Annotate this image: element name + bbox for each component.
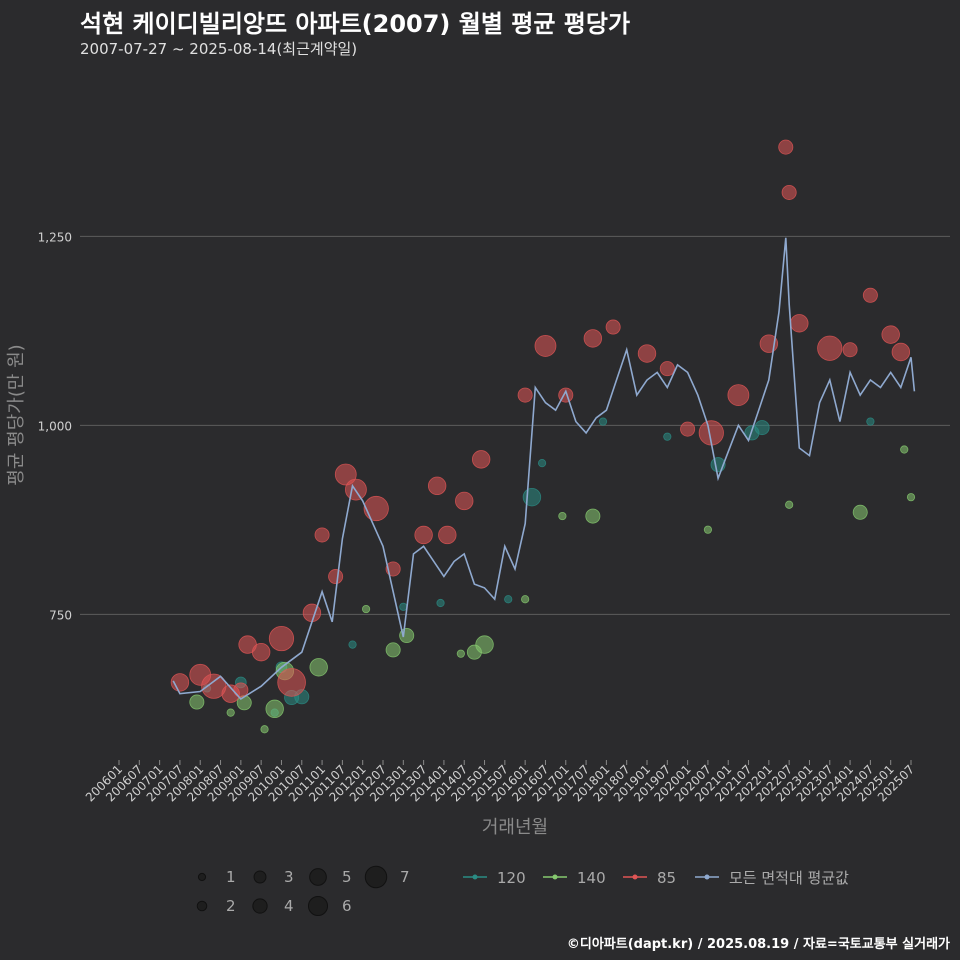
size-legend-key <box>252 898 268 914</box>
y-tick-label: 1,000 <box>38 419 72 433</box>
point-85 <box>328 569 344 585</box>
point-120 <box>348 640 357 649</box>
size-legend-label: 6 <box>342 897 352 915</box>
point-140 <box>189 694 205 710</box>
point-140 <box>558 511 567 521</box>
size-legend-label: 5 <box>342 868 352 886</box>
series-legend-dot <box>552 874 558 880</box>
point-140 <box>852 504 868 520</box>
point-85 <box>268 625 295 652</box>
size-legend: 1 2 3 4 5 6 7 <box>196 865 410 917</box>
point-85 <box>251 642 271 662</box>
series-legend-label: 모든 면적대 평균값 <box>729 869 849 887</box>
point-85 <box>881 325 900 344</box>
point-85 <box>302 603 322 623</box>
point-140 <box>785 500 794 509</box>
point-120 <box>504 595 513 604</box>
point-140 <box>521 595 530 604</box>
point-85 <box>438 525 457 545</box>
point-85 <box>534 335 557 357</box>
point-120 <box>522 487 542 507</box>
point-140 <box>703 525 713 534</box>
y-tick-label: 750 <box>49 608 72 622</box>
point-85 <box>727 384 750 406</box>
point-85 <box>277 668 306 697</box>
point-85 <box>314 527 330 543</box>
point-85 <box>583 329 603 348</box>
point-85 <box>817 335 843 361</box>
point-85 <box>334 463 357 486</box>
point-120 <box>663 432 672 441</box>
y-tick-label: 1,250 <box>38 230 72 244</box>
scatter-points <box>170 139 916 734</box>
point-140 <box>585 508 601 524</box>
size-legend-key <box>364 865 388 889</box>
size-legend-key <box>307 895 329 917</box>
size-legend-key <box>253 870 267 884</box>
chart-subtitle: 2007-07-27 ~ 2025-08-14(최근계약일) <box>80 40 358 58</box>
point-85 <box>781 184 797 200</box>
point-140 <box>265 699 284 719</box>
series-legend-label: 140 <box>577 869 606 887</box>
point-140 <box>361 604 371 614</box>
point-85 <box>790 314 809 333</box>
point-85 <box>778 139 794 155</box>
size-legend-label: 4 <box>284 897 294 915</box>
point-85 <box>637 344 657 363</box>
series-legend: 120 140 85 모든 면적대 평균값 <box>463 869 849 887</box>
size-legend-label: 1 <box>226 868 236 886</box>
average-series-line <box>172 237 916 701</box>
size-legend-key <box>196 900 208 912</box>
point-85 <box>363 495 389 522</box>
size-legend-label: 7 <box>400 868 410 886</box>
point-120 <box>598 417 608 426</box>
x-axis-ticks: 2006012006072007012007072008012008072009… <box>83 760 917 805</box>
point-85 <box>414 525 433 545</box>
size-legend-key <box>309 868 327 886</box>
point-85 <box>605 319 621 335</box>
point-140 <box>900 445 909 454</box>
point-120 <box>436 598 445 608</box>
average-line <box>172 237 916 701</box>
series-legend-dot <box>472 874 478 880</box>
series-legend-dot <box>632 874 638 880</box>
series-legend-label: 85 <box>657 869 676 887</box>
point-140 <box>226 708 235 717</box>
point-85 <box>680 421 696 437</box>
size-legend-key <box>197 872 207 882</box>
point-140 <box>309 658 328 677</box>
point-140 <box>456 649 465 658</box>
point-120 <box>537 459 547 468</box>
point-85 <box>891 342 911 362</box>
y-axis-label: 평균 평당가(만 원) <box>6 344 27 485</box>
point-85 <box>427 476 447 496</box>
point-140 <box>475 635 494 654</box>
x-axis-label: 거래년월 <box>482 817 548 838</box>
point-85 <box>659 361 675 377</box>
point-140 <box>260 725 269 734</box>
size-legend-label: 3 <box>284 868 294 886</box>
y-axis-ticks: 750 1,000 1,250 <box>38 230 72 622</box>
point-85 <box>471 450 491 469</box>
point-120 <box>754 420 770 436</box>
point-85 <box>517 387 533 403</box>
point-140 <box>385 642 401 658</box>
point-85 <box>862 287 878 303</box>
size-legend-label: 2 <box>226 897 236 915</box>
point-85 <box>842 342 858 358</box>
chart-title: 석현 케이디빌리앙뜨 아파트(2007) 월별 평균 평당가 <box>80 10 631 38</box>
point-85 <box>455 491 474 511</box>
source-note: ©디아파트(dapt.kr) / 2025.08.19 / 자료=국토교통부 실… <box>566 937 950 952</box>
point-120 <box>866 417 875 426</box>
series-legend-dot <box>704 874 710 880</box>
point-140 <box>906 493 916 502</box>
grid-lines <box>80 235 950 615</box>
series-legend-label: 120 <box>497 869 526 887</box>
